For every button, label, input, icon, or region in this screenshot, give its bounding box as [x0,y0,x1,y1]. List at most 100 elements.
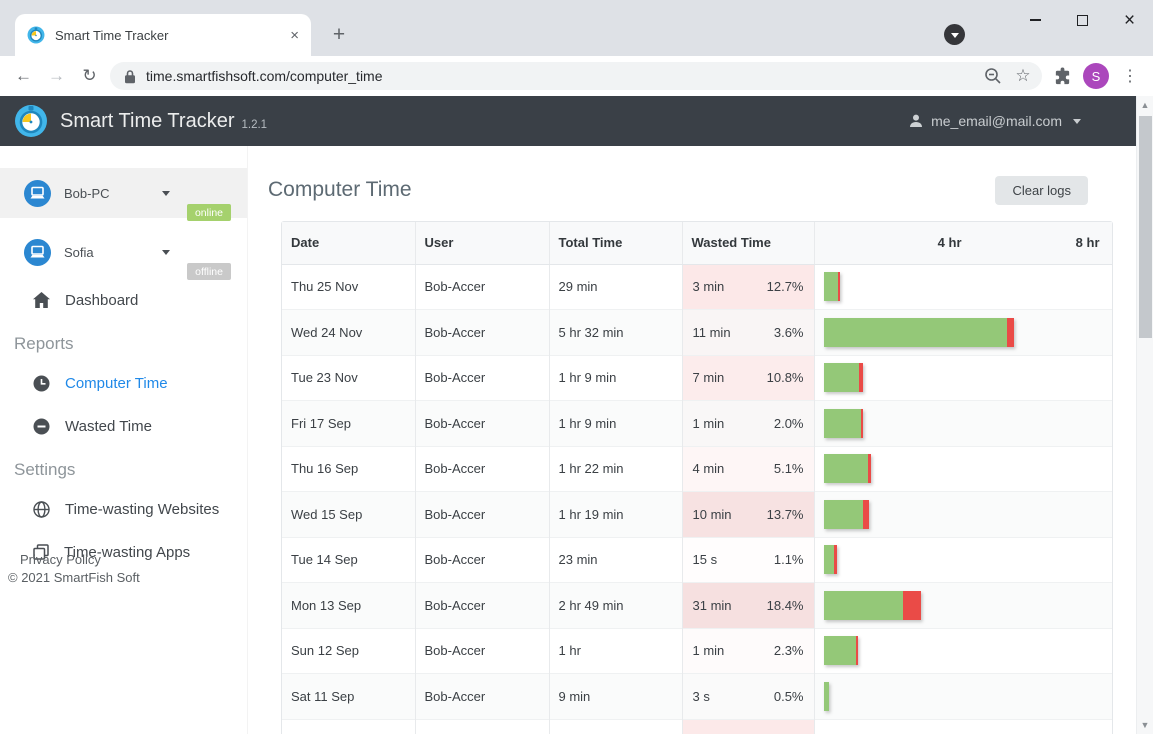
sidebar-item-label: Dashboard [65,291,139,309]
cell-usage-bar [814,309,1112,355]
close-button[interactable]: × [1106,0,1153,40]
cell-total-time: 1 hr 22 min [549,445,683,492]
sidebar-item-wasted-time[interactable]: Wasted Time [0,412,247,440]
back-button[interactable]: ← [15,66,32,85]
table-row: Mon 13 Sep Bob-Accer 2 hr 49 min 31 min 18.4… [282,582,1112,628]
clear-logs-button[interactable]: Clear logs [995,175,1088,205]
cell-date [282,718,416,734]
cell-total-time: 29 min [549,263,683,310]
wasted-percent: 0.5% [773,688,804,704]
main-content: Computer Time Clear logs Date User [248,146,1153,734]
account-menu[interactable]: me_email@mail.com [908,113,1081,129]
usage-bar [823,408,864,438]
window-controls: × [1012,0,1153,40]
section-settings: Settings [14,460,76,479]
extensions-puzzle-icon[interactable] [1046,60,1078,92]
sidebar-device-sofia[interactable]: Sofia offline [0,227,247,280]
sidebar-item-computer-time[interactable]: Computer Time [0,369,247,397]
maximize-button[interactable] [1059,0,1106,40]
cell-total-time [549,718,683,734]
cell-total-time: 1 hr [549,627,683,674]
scroll-up-arrow-icon[interactable]: ▲ [1140,100,1150,110]
sidebar-item-dashboard[interactable]: Dashboard [0,286,247,314]
chevron-down-icon[interactable] [162,249,170,255]
table-row: Wed 15 Sep Bob-Accer 1 hr 19 min 10 min 13.7… [282,491,1112,537]
new-tab-button[interactable]: + [332,23,346,46]
minimize-button[interactable] [1012,0,1059,40]
cell-usage-bar [814,354,1112,401]
scroll-down-arrow-icon[interactable]: ▼ [1140,720,1150,730]
cell-date: Fri 17 Sep [282,400,416,446]
sidebar-item-time-wasting-websites[interactable]: Time-wasting Websites [0,495,247,523]
cell-user: Bob-Accer [415,400,550,446]
cell-date: Sat 11 Sep [282,673,416,719]
usage-bar [823,317,1015,347]
forward-button[interactable]: → [48,66,65,85]
device-name: Sofia [64,244,94,260]
cell-wasted-time: 11 min 3.6% [682,309,815,355]
sidebar-item-time-wasting-apps[interactable]: Time-wasting Apps [0,538,247,566]
tab-title: Smart Time Tracker [55,27,169,43]
app-version: 1.2.1 [241,119,268,131]
usage-bar [823,590,921,620]
vertical-scrollbar[interactable]: ▲ ▼ [1136,96,1153,734]
table-header-row: Date User Total Time Wasted Time 4 hr 8 … [282,222,1112,265]
status-badge: offline [187,263,231,280]
cell-usage-bar [814,491,1112,537]
browser-toolbar: ← → ↻ time.smartfishsoft.com/computer_ti… [0,56,1153,96]
cell-date: Wed 24 Nov [282,309,416,355]
wasted-percent: 2.0% [773,415,804,431]
tab-close-icon[interactable]: × [290,26,299,44]
usage-bar [823,363,864,393]
cell-user: Bob-Accer [415,354,550,401]
sidebar-footer: Privacy Policy © 2021 SmartFish Soft [0,552,247,585]
cell-usage-bar [814,673,1112,719]
cell-date: Tue 23 Nov [282,354,416,401]
app-body: Bob-PC online Sofia offline [0,146,1153,734]
table-row: Sun 12 Sep Bob-Accer 1 hr 1 min 2.3% [282,627,1112,674]
computer-time-table: Date User Total Time Wasted Time 4 hr 8 … [281,221,1113,734]
scrollbar-thumb[interactable] [1139,116,1152,338]
status-badge: online [186,204,231,221]
sidebar-item-label: Computer Time [65,374,168,392]
cell-date: Mon 13 Sep [282,582,416,628]
axis-label-4hr: 4 hr [937,235,962,250]
wasted-percent: 2.3% [773,643,804,659]
user-icon [910,114,923,127]
browser-menu-kebab-icon[interactable]: ⋮ [1122,68,1138,85]
usage-bar [823,272,841,302]
cell-user: Bob-Accer [415,445,550,492]
cell-total-time: 23 min [549,536,683,583]
column-header-date: Date [282,222,416,265]
wasted-duration: 4 min [692,461,725,477]
sidebar-device-bob-pc[interactable]: Bob-PC online [0,168,247,221]
app-title: Smart Time Tracker [60,109,235,132]
table-row: Fri 17 Sep Bob-Accer 1 hr 9 min 1 min 2.0% [282,400,1112,446]
table-row: Sat 11 Sep Bob-Accer 9 min 3 s 0.5% [282,673,1112,719]
wasted-percent: 12.7% [766,279,804,295]
cell-total-time: 1 hr 9 min [549,354,683,401]
cell-wasted-time: 31 min 18.4% [682,582,815,628]
privacy-policy-link[interactable]: Privacy Policy [20,552,101,567]
cell-date: Wed 15 Sep [282,491,416,537]
zoom-indicator-icon[interactable] [978,63,1008,89]
wasted-duration: 1 min [692,415,725,431]
cell-wasted-time: 15 s 1.1% [682,536,815,583]
cell-usage-bar [814,536,1112,583]
table-row: Tue 23 Nov Bob-Accer 1 hr 9 min 7 min 10.8% [282,354,1112,401]
cell-user [415,718,550,734]
cell-user: Bob-Accer [415,673,550,719]
lock-icon [125,69,135,83]
cell-usage-bar [814,263,1112,310]
browser-tab[interactable]: Smart Time Tracker × [15,14,311,56]
reload-button[interactable]: ↻ [82,66,97,85]
tab-search-button[interactable] [944,24,965,45]
bookmark-star-icon[interactable]: ☆ [1015,66,1031,85]
chevron-down-icon[interactable] [162,190,170,196]
computer-icon [24,179,51,207]
app-logo-stopwatch-icon [15,105,47,137]
address-bar[interactable]: time.smartfishsoft.com/computer_time ☆ [110,62,1042,90]
url-text[interactable]: time.smartfishsoft.com/computer_time [146,68,383,84]
profile-avatar[interactable]: S [1083,63,1109,89]
